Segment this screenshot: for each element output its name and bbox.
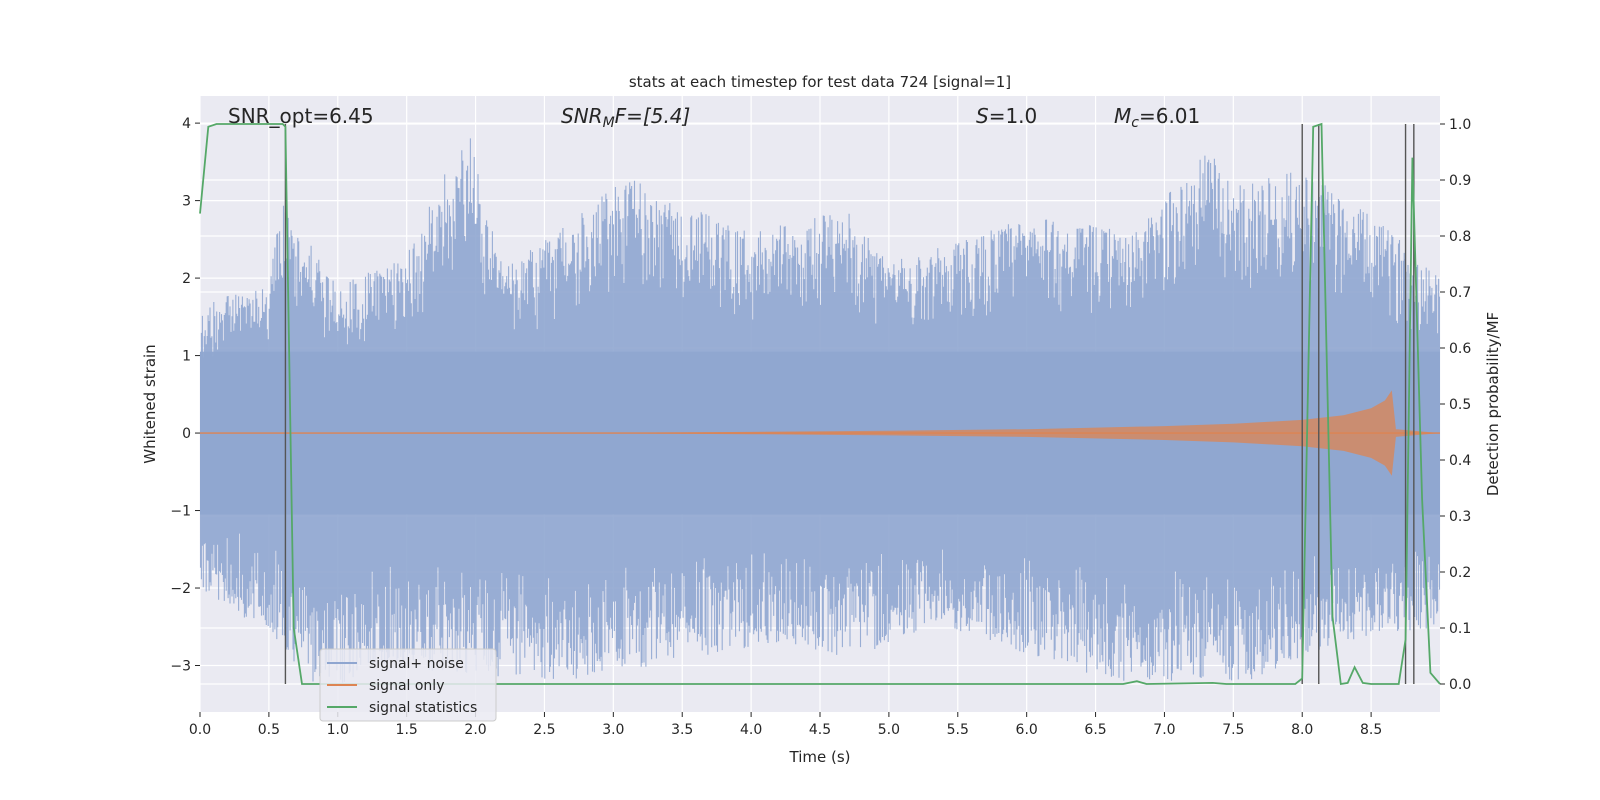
legend-label-signal-noise: signal+ noise	[369, 656, 464, 672]
annotation-s-rest: =1.0	[989, 104, 1038, 128]
y-right-tick-label: 0.5	[1449, 397, 1471, 413]
plot-area	[199, 122, 1441, 686]
y-right-tick-label: 0.3	[1449, 509, 1471, 525]
x-tick-label: 6.5	[1084, 722, 1106, 738]
y-right-tick-label: 0.2	[1449, 565, 1471, 581]
y-axis-right-label: Detection probability/MF	[1484, 312, 1502, 496]
y-left-tick-label: 1	[182, 349, 191, 365]
annotation-mc-sub: c	[1131, 115, 1139, 131]
annotation-mc-rest: =6.01	[1139, 104, 1200, 128]
x-tick-label: 6.0	[1016, 722, 1038, 738]
annotation-snr-opt: SNR_opt=6.45	[228, 104, 374, 128]
series-signal-statistics	[199, 122, 1441, 686]
y-axis-right-ticks: 0.0 0.1 0.2 0.3 0.4 0.5 0.6 0.7 0.8 0.9 1.0	[1440, 117, 1471, 693]
annotation-s: S=1.0	[976, 104, 1037, 128]
y-axis-left-label: Whitened strain	[141, 344, 159, 463]
x-tick-label: 1.0	[327, 722, 349, 738]
annotation-snr-mf-base: SNR	[561, 104, 603, 128]
y-right-tick-label: 0.9	[1449, 173, 1471, 189]
x-tick-label: 5.0	[878, 722, 900, 738]
x-axis-label: Time (s)	[789, 748, 851, 766]
y-left-tick-label: 0	[182, 426, 191, 442]
legend-box	[319, 648, 497, 722]
series-signal-only	[200, 390, 1440, 476]
signal-statistics-trace	[199, 122, 1441, 686]
y-right-tick-label: 1.0	[1449, 117, 1471, 133]
legend-label-signal-statistics: signal statistics	[369, 700, 477, 716]
x-tick-label: 2.5	[533, 722, 555, 738]
y-right-tick-label: 0.0	[1449, 677, 1471, 693]
y-left-tick-label: −1	[170, 504, 191, 520]
legend: signal+ noise signal only signal statist…	[319, 648, 497, 722]
y-axis-left-ticks: −3 −2 −1 0 1 2 3 4	[170, 116, 200, 675]
x-tick-label: 2.0	[464, 722, 486, 738]
x-tick-label: 0.5	[258, 722, 280, 738]
y-right-tick-label: 0.8	[1449, 229, 1471, 245]
x-tick-label: 7.5	[1222, 722, 1244, 738]
x-tick-label: 1.5	[396, 722, 418, 738]
y-right-tick-label: 0.4	[1449, 453, 1471, 469]
chart-title: stats at each timestep for test data 724…	[629, 73, 1011, 91]
y-left-tick-label: 3	[182, 194, 191, 210]
x-tick-label: 8.5	[1360, 722, 1382, 738]
y-right-tick-label: 0.7	[1449, 285, 1471, 301]
x-tick-label: 7.0	[1153, 722, 1175, 738]
y-right-tick-label: 0.1	[1449, 621, 1471, 637]
y-left-tick-label: 2	[182, 271, 191, 287]
annotation-snr-mf: SNRMF=[5.4]	[561, 104, 690, 131]
y-left-tick-label: −2	[170, 581, 191, 597]
x-tick-label: 4.0	[740, 722, 762, 738]
annotation-snr-mf-sub: M	[603, 115, 615, 131]
x-axis-ticks: 0.0 0.5 1.0 1.5 2.0 2.5 3.0 3.5 4.0 4.5 5.0 5.5 6.0 6…	[189, 712, 1382, 738]
x-tick-label: 4.5	[809, 722, 831, 738]
x-tick-label: 0.0	[189, 722, 211, 738]
x-tick-label: 3.5	[671, 722, 693, 738]
annotation-mc: Mc=6.01	[1114, 104, 1200, 131]
x-tick-label: 5.5	[947, 722, 969, 738]
annotation-mc-var: M	[1114, 104, 1131, 128]
y-right-tick-label: 0.6	[1449, 341, 1471, 357]
annotation-snr-mf-rest: F=[5.4]	[615, 104, 691, 128]
y-left-tick-label: −3	[170, 659, 191, 675]
y-left-tick-label: 4	[182, 116, 191, 132]
x-tick-label: 8.0	[1291, 722, 1313, 738]
annotation-s-var: S	[976, 104, 989, 128]
x-tick-label: 3.0	[602, 722, 624, 738]
legend-label-signal-only: signal only	[369, 678, 444, 694]
